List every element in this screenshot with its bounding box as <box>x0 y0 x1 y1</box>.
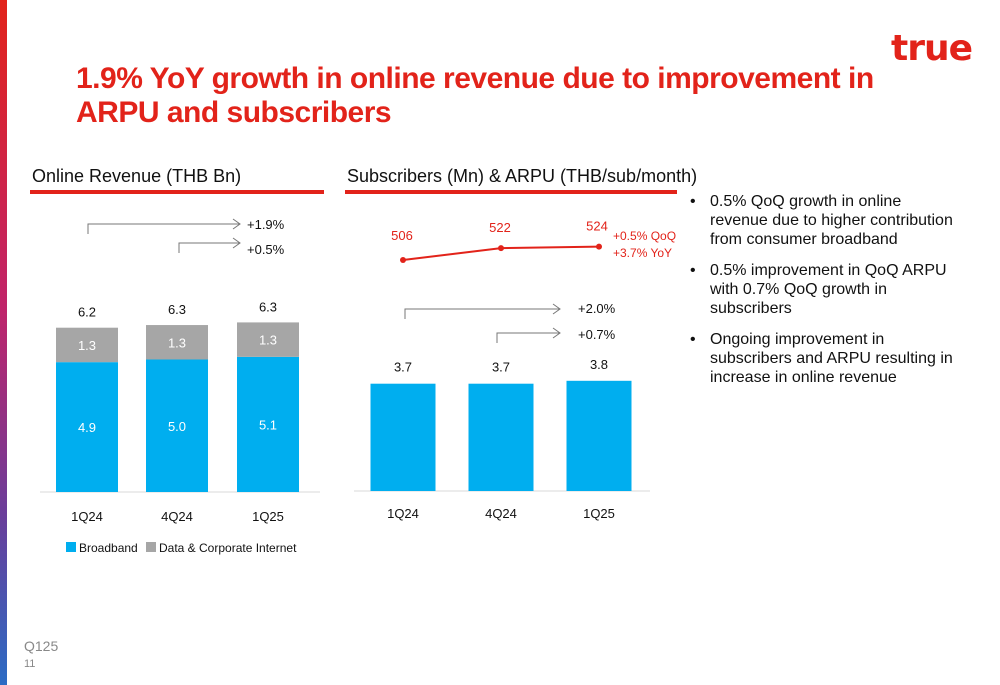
data-corporate-bar <box>146 325 208 360</box>
x-tick-label: 1Q25 <box>583 506 615 521</box>
online-revenue-chart: 4.9 1.3 6.2 1Q24 5.0 1.3 6.3 4Q24 5.1 1.3 6.3 1Q25 +… <box>40 217 320 555</box>
x-tick-label: 4Q24 <box>161 509 193 524</box>
broadband-value-label: 4.9 <box>78 420 96 435</box>
broadband-value-label: 5.1 <box>259 417 277 432</box>
chart1-title: Online Revenue (THB Bn) <box>32 166 242 186</box>
sub-qoq-arrow-line <box>496 332 560 343</box>
qoq-growth-annotation: +0.5% <box>247 242 285 257</box>
arpu-value-label: 522 <box>489 220 511 235</box>
sub-yoy-arrow-line <box>404 308 560 319</box>
broadband-bar <box>237 356 299 492</box>
subscribers-value-label: 3.7 <box>394 360 412 375</box>
data-corporate-value-label: 1.3 <box>78 338 96 353</box>
x-tick-label: 1Q24 <box>71 509 103 524</box>
x-tick-label: 4Q24 <box>485 506 517 521</box>
total-value-label: 6.2 <box>78 305 96 320</box>
bullet-glyph: • <box>690 193 696 210</box>
bullet-glyph: • <box>690 262 696 279</box>
broadband-value-label: 5.0 <box>168 419 186 434</box>
arpu-point <box>400 257 406 263</box>
legend-label-data-corporate: Data & Corporate Internet <box>159 541 297 555</box>
subscribers-bar <box>370 383 436 491</box>
sub-yoy-arrow-head <box>552 303 561 315</box>
sub-yoy-annotation: +2.0% <box>578 301 616 316</box>
total-value-label: 6.3 <box>168 302 186 317</box>
qoq-arrow-head <box>232 237 241 249</box>
legend-swatch-data-corporate <box>146 542 156 552</box>
key-points-list: • 0.5% QoQ growth in online revenue due t… <box>690 192 960 399</box>
arpu-qoq-annotation: +0.5% QoQ <box>613 229 676 243</box>
arpu-point <box>596 243 602 250</box>
legend-label-broadband: Broadband <box>79 541 138 555</box>
bullet-glyph: • <box>690 331 696 348</box>
subscribers-value-label: 3.8 <box>590 357 608 372</box>
bullet-item: • Ongoing improvement in subscribers and … <box>690 331 953 386</box>
subscribers-bar <box>566 380 632 491</box>
true-logo: true <box>890 28 973 69</box>
legend-swatch-broadband <box>66 542 76 552</box>
chart2-title-underline <box>345 190 677 194</box>
qoq-arrow-line <box>178 242 240 253</box>
arpu-value-label: 524 <box>586 219 608 234</box>
data-corporate-bar <box>56 327 118 363</box>
broadband-bar <box>56 362 118 492</box>
yoy-arrow-line <box>87 223 240 234</box>
data-corporate-value-label: 1.3 <box>168 335 186 350</box>
bullet-item: • 0.5% QoQ growth in online revenue due t… <box>690 193 953 248</box>
footer-quarter: Q125 <box>24 638 59 654</box>
arpu-yoy-annotation: +3.7% YoY <box>613 246 672 260</box>
side-accent-stripe <box>0 0 7 685</box>
arpu-value-label: 506 <box>391 228 413 243</box>
sub-qoq-arrow-head <box>552 327 561 339</box>
yoy-growth-annotation: +1.9% <box>247 217 285 232</box>
x-tick-label: 1Q25 <box>252 509 284 524</box>
page-title: 1.9% YoY growth in online revenue due to… <box>76 62 874 129</box>
subscribers-value-label: 3.7 <box>492 360 510 375</box>
yoy-arrow-head <box>232 218 241 230</box>
data-corporate-value-label: 1.3 <box>259 333 277 348</box>
page-number: 11 <box>24 658 36 670</box>
broadband-bar <box>146 359 208 492</box>
chart1-title-underline <box>30 190 324 194</box>
arpu-point <box>498 245 504 252</box>
subscribers-bar <box>468 383 534 491</box>
total-value-label: 6.3 <box>259 299 277 314</box>
chart2-title: Subscribers (Mn) & ARPU (THB/sub/month) <box>347 166 698 186</box>
bullet-item: • 0.5% improvement in QoQ ARPU with 0.7% … <box>690 262 947 317</box>
subscribers-arpu-chart: 3.7 1Q24 3.7 4Q24 3.8 1Q25 506 522 524 +0.5% QoQ +… <box>354 219 676 521</box>
sub-qoq-annotation: +0.7% <box>578 327 616 342</box>
data-corporate-bar <box>237 322 299 357</box>
x-tick-label: 1Q24 <box>387 506 419 521</box>
